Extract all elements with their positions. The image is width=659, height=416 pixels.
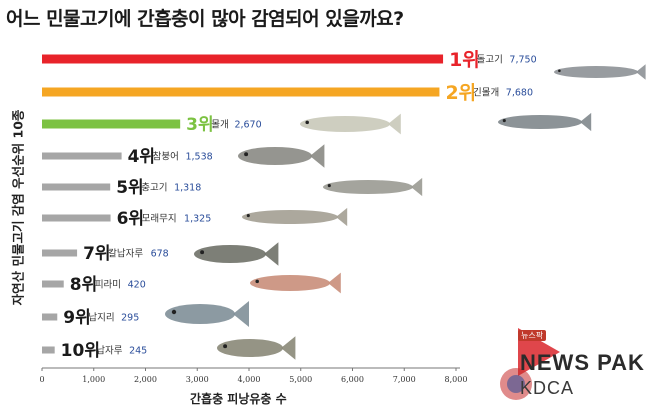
page-title: 어느 민물고기에 간흡충이 많아 감염되어 있을까요?: [6, 8, 404, 30]
fish-body: [554, 66, 638, 78]
bar-rank-label: 7위: [83, 244, 110, 264]
bar: [42, 313, 58, 321]
fish-tail: [233, 301, 249, 327]
fish-icon: [242, 207, 348, 227]
bar-rank-label: 5위: [116, 178, 143, 198]
fish-tail: [336, 207, 348, 227]
bar-value-label: 2,670: [234, 120, 261, 131]
bar-value-label: 420: [128, 280, 146, 291]
bar: [42, 152, 122, 160]
watermark-logo: 뉴스팍 NEWS PAK KDCA: [498, 324, 658, 414]
fish-eye: [171, 309, 177, 315]
fish-icon: [554, 64, 646, 80]
fish-body: [300, 116, 390, 132]
fish-illustrations: [165, 64, 646, 360]
bar-value-label: 678: [151, 249, 169, 260]
bar: [42, 249, 78, 257]
bar-category-label: 참붕어: [153, 152, 179, 163]
bar-category-label: 모래무지: [142, 214, 177, 225]
bar-value-label: 7,750: [509, 55, 536, 66]
fish-eye: [246, 214, 250, 218]
fish-body: [250, 275, 330, 291]
fish-eye: [327, 184, 331, 188]
x-tick-label: 3,000: [186, 375, 209, 384]
fish-body: [217, 339, 283, 357]
fish-eye: [200, 250, 205, 255]
fish-icon: [300, 113, 401, 135]
fish-icon: [194, 242, 279, 266]
bar-rank-label: 9위: [63, 308, 90, 328]
bar: [42, 183, 111, 191]
fish-body: [194, 245, 266, 263]
bar-value-label: 7,680: [506, 88, 533, 99]
fish-eye: [305, 120, 309, 125]
fish-eye: [502, 119, 506, 123]
fish-body: [323, 180, 413, 194]
fish-eye: [223, 344, 228, 349]
bar: [42, 87, 440, 97]
bar-category-label: 칼납자루: [108, 249, 143, 260]
fish-body: [498, 115, 582, 129]
x-tick-label: 8,000: [445, 375, 468, 384]
x-tick-label: 4,000: [238, 375, 261, 384]
bar: [42, 346, 55, 354]
fish-tail: [636, 64, 646, 80]
fish-body: [165, 304, 235, 324]
watermark-tag: 뉴스팍: [518, 330, 547, 341]
fish-icon: [165, 301, 249, 327]
bar-rank-label: 6위: [117, 209, 144, 229]
bar: [42, 214, 111, 222]
fish-eye: [255, 279, 259, 284]
fish-eye: [558, 69, 561, 73]
bar: [42, 119, 181, 129]
fish-eye: [244, 152, 249, 157]
fish-icon: [323, 177, 423, 197]
bar-rank-label: 8위: [70, 275, 97, 295]
bar-value-label: 245: [129, 346, 147, 357]
fish-tail: [281, 336, 296, 360]
fish-body: [238, 147, 312, 165]
fish-tail: [388, 113, 401, 135]
bar-rank-label: 2위: [445, 82, 476, 104]
x-tick-label: 5,000: [289, 375, 312, 384]
bar-category-label: 돌고기: [477, 55, 503, 66]
x-axis: 0 1,000 2,000 3,000 4,000 5,000 6,000 7,000 8,00…: [39, 367, 468, 384]
fish-tail: [310, 144, 325, 168]
bar-value-label: 295: [121, 313, 139, 324]
fish-icon: [238, 144, 325, 168]
x-tick-label: 2,000: [134, 375, 157, 384]
bar-rank-label: 10위: [61, 341, 100, 361]
bar-rank-label: 1위: [449, 49, 480, 71]
fish-icon: [217, 336, 296, 360]
bar-value-label: 1,325: [184, 214, 211, 225]
x-tick-label: 7,000: [393, 375, 416, 384]
x-tick-label: 6,000: [341, 375, 364, 384]
bar-value-label: 1,538: [185, 152, 212, 163]
fish-body: [242, 210, 338, 224]
bar: [42, 280, 64, 288]
fish-tail: [580, 112, 592, 132]
bar-category-label: 긴몰개: [473, 88, 499, 99]
bar-category-label: 충고기: [141, 183, 167, 194]
fish-icon: [498, 112, 592, 132]
x-tick-label: 1,000: [82, 375, 105, 384]
bar-value-label: 1,318: [174, 183, 201, 194]
bar-category-label: 몰개: [211, 120, 228, 131]
bar: [42, 54, 444, 64]
bar-category-label: 납자루: [96, 346, 122, 357]
watermark-brand: NEWS PAK: [520, 350, 645, 375]
fish-tail: [411, 177, 423, 197]
fish-tail: [328, 272, 341, 294]
watermark-org: KDCA: [520, 378, 575, 398]
x-tick-label: 0: [39, 375, 44, 384]
bar-category-label: 피라미: [95, 280, 121, 291]
fish-icon: [250, 272, 341, 294]
bar-rank-label: 4위: [128, 147, 155, 167]
bar-rank-label: 3위: [186, 115, 213, 135]
bar-category-label: 납지리: [88, 313, 114, 324]
x-axis-label: 간흡충 피낭유충 수: [190, 392, 287, 406]
fish-tail: [264, 242, 279, 266]
